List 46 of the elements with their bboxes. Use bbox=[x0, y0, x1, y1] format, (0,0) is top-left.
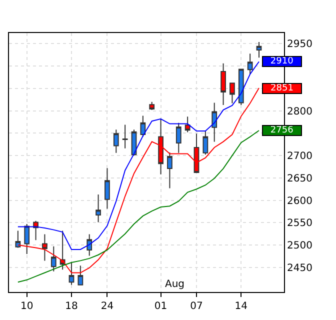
y-tick-label: 2800 bbox=[287, 106, 312, 118]
y-tick-label: 2600 bbox=[287, 196, 312, 207]
x-tick-label: 10 bbox=[20, 301, 34, 312]
line-series bbox=[17, 61, 260, 250]
x-tick-label: 14 bbox=[234, 301, 248, 312]
candlestick bbox=[167, 152, 172, 189]
candlestick bbox=[96, 194, 101, 223]
candlestick bbox=[113, 129, 119, 154]
line-series bbox=[17, 88, 260, 274]
candlestick bbox=[78, 265, 84, 286]
candlestick bbox=[15, 230, 21, 248]
candlestick bbox=[194, 133, 200, 174]
data-label: 2910 bbox=[270, 56, 294, 66]
candlestick bbox=[50, 246, 56, 272]
candlestick bbox=[104, 168, 110, 210]
x-tick-label: 18 bbox=[65, 301, 78, 312]
candlestick bbox=[86, 234, 92, 256]
candlestick bbox=[247, 53, 253, 75]
candlestick bbox=[256, 41, 262, 58]
candlestick bbox=[202, 130, 208, 156]
candlestick bbox=[140, 115, 146, 138]
x-tick-label: 24 bbox=[100, 301, 114, 312]
data-label: 2851 bbox=[270, 84, 294, 94]
candlestick bbox=[212, 102, 218, 142]
data-label: 2756 bbox=[270, 126, 294, 136]
y-tick-label: 2450 bbox=[287, 262, 312, 274]
y-tick-label: 2500 bbox=[287, 240, 312, 252]
candlestick bbox=[42, 234, 48, 262]
y-tick-label: 2550 bbox=[287, 218, 312, 230]
candlestick bbox=[158, 118, 164, 175]
candlestick bbox=[149, 101, 155, 110]
candlestick bbox=[68, 262, 74, 286]
candlestick bbox=[176, 122, 182, 154]
candlestick bbox=[24, 224, 30, 254]
candlestick bbox=[230, 82, 235, 104]
candlestick bbox=[220, 62, 226, 106]
annotation: Aug bbox=[165, 279, 185, 290]
candlestick bbox=[184, 116, 190, 133]
y-tick-label: 2950 bbox=[287, 39, 312, 50]
candlestick bbox=[60, 230, 66, 270]
y-tick-label: 2700 bbox=[287, 151, 312, 162]
x-tick-label: 01 bbox=[154, 301, 168, 312]
candlestick bbox=[238, 68, 244, 106]
candlestick bbox=[122, 124, 128, 149]
x-tick-label: 07 bbox=[190, 301, 203, 312]
y-tick-label: 2650 bbox=[287, 173, 312, 184]
